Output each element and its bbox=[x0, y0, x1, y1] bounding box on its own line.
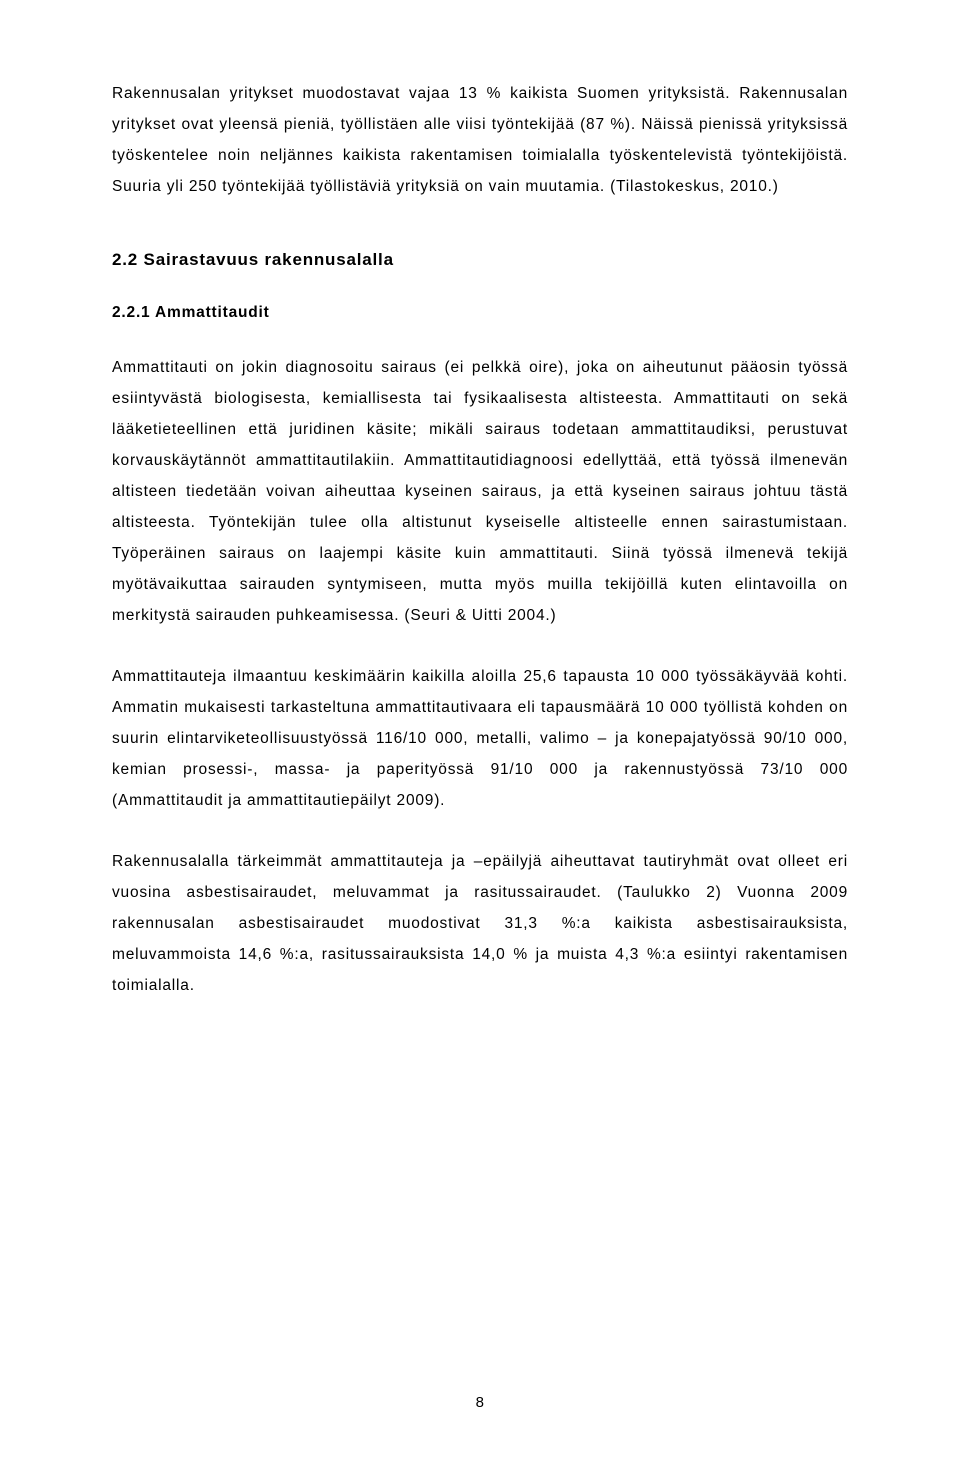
document-page: Rakennusalan yritykset muodostavat vajaa… bbox=[0, 0, 960, 1459]
paragraph-1: Ammattitauti on jokin diagnosoitu sairau… bbox=[112, 352, 848, 631]
heading-2-2: 2.2 Sairastavuus rakennusalalla bbox=[112, 250, 848, 270]
paragraph-2: Ammattitauteja ilmaantuu keskimäärin kai… bbox=[112, 661, 848, 816]
paragraph-3: Rakennusalalla tärkeimmät ammattitauteja… bbox=[112, 846, 848, 1001]
heading-2-2-1: 2.2.1 Ammattitaudit bbox=[112, 304, 848, 322]
page-number: 8 bbox=[0, 1394, 960, 1411]
intro-paragraph: Rakennusalan yritykset muodostavat vajaa… bbox=[112, 78, 848, 202]
